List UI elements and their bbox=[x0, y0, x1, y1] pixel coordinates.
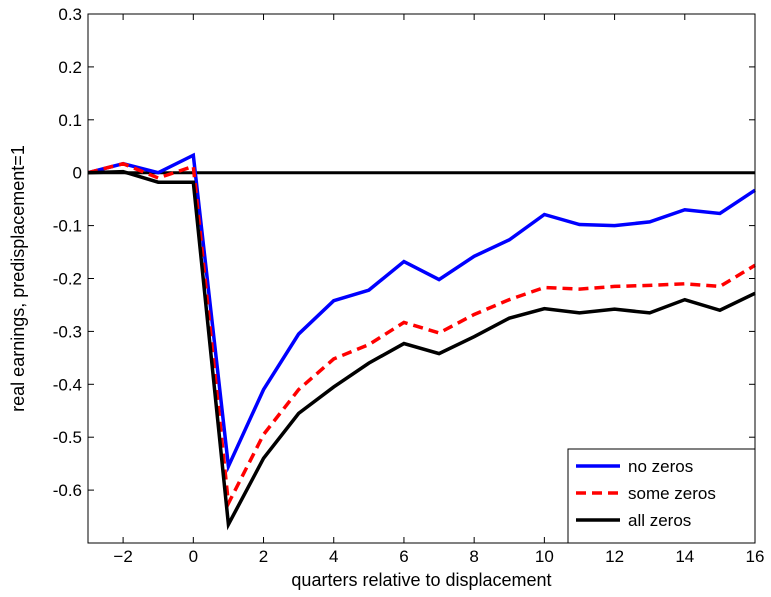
series-line-all-zeros bbox=[87, 169, 756, 531]
y-axis-label: real earnings, predisplacement=1 bbox=[8, 145, 28, 412]
x-tick-label: 10 bbox=[535, 547, 554, 566]
x-tick-label: 14 bbox=[675, 547, 694, 566]
y-tick-label: -0.1 bbox=[53, 217, 82, 236]
x-tick-label: 0 bbox=[189, 547, 198, 566]
y-tick-label: -0.3 bbox=[53, 322, 82, 341]
y-tick-label: 0.3 bbox=[58, 5, 82, 24]
legend-label: no zeros bbox=[628, 457, 693, 476]
legend-label: all zeros bbox=[628, 511, 691, 530]
x-tick-label: 6 bbox=[399, 547, 408, 566]
x-tick-label: −2 bbox=[113, 547, 132, 566]
legend-label: some zeros bbox=[628, 484, 716, 503]
y-tick-label: -0.5 bbox=[53, 428, 82, 447]
x-tick-label: 16 bbox=[746, 547, 765, 566]
y-tick-label: -0.2 bbox=[53, 270, 82, 289]
legend: no zeros some zeros all zeros bbox=[567, 448, 756, 544]
x-axis-label: quarters relative to displacement bbox=[291, 570, 551, 590]
y-tick-label: 0.1 bbox=[58, 111, 82, 130]
x-tick-label: 12 bbox=[605, 547, 624, 566]
axis-ticks: −2 0 2 4 6 8 10 12 14 16 0.3 0.2 0.1 0 -0.1 -0.2 -0.3 -0.… bbox=[53, 5, 765, 566]
y-tick-label: -0.6 bbox=[53, 481, 82, 500]
plot-frame bbox=[87, 13, 756, 544]
x-tick-label: 8 bbox=[469, 547, 478, 566]
x-tick-label: 2 bbox=[259, 547, 268, 566]
x-tick-label: 4 bbox=[329, 547, 338, 566]
y-tick-label: 0.2 bbox=[58, 58, 82, 77]
series-lines bbox=[87, 152, 756, 531]
y-tick-label: 0 bbox=[73, 164, 82, 183]
y-tick-label: -0.4 bbox=[53, 375, 82, 394]
